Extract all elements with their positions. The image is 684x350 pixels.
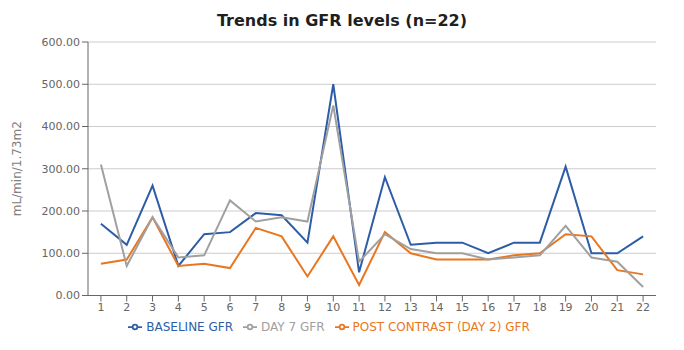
html-text:Trends in GFR levels (n=22): Trends in GFR levels (n=22) — [216, 11, 468, 30]
svg-text:22: 22 — [636, 301, 650, 314]
svg-text:15: 15 — [455, 301, 469, 314]
svg-text:21: 21 — [610, 301, 624, 314]
svg-text:13: 13 — [404, 301, 418, 314]
svg-text:11: 11 — [352, 301, 366, 314]
svg-text:4: 4 — [175, 301, 182, 314]
svg-text:5: 5 — [201, 301, 208, 314]
html-text:POST CONTRAST (DAY 2) GFR: POST CONTRAST (DAY 2) GFR — [352, 319, 530, 334]
svg-text:8: 8 — [278, 301, 285, 314]
svg-text:3: 3 — [149, 301, 156, 314]
svg-text:400.00: 400.00 — [42, 120, 81, 133]
svg-text:100.00: 100.00 — [42, 247, 81, 260]
html-text:BASELINE GFR: BASELINE GFR — [146, 319, 234, 334]
svg-text:mL/min/1.73m2: mL/min/1.73m2 — [10, 121, 24, 216]
svg-text:300.00: 300.00 — [42, 163, 81, 176]
html-text:DAY 7 GFR: DAY 7 GFR — [261, 319, 325, 334]
svg-text:9: 9 — [304, 301, 311, 314]
svg-text:200.00: 200.00 — [42, 205, 81, 218]
svg-text:0.00: 0.00 — [56, 289, 81, 302]
svg-text:20: 20 — [584, 301, 598, 314]
svg-text:14: 14 — [430, 301, 444, 314]
svg-text:18: 18 — [533, 301, 547, 314]
svg-text:500.00: 500.00 — [42, 78, 81, 91]
svg-text:7: 7 — [252, 301, 259, 314]
svg-text:17: 17 — [507, 301, 521, 314]
svg-text:16: 16 — [481, 301, 495, 314]
svg-text:600.00: 600.00 — [42, 36, 81, 49]
svg-text:12: 12 — [378, 301, 392, 314]
svg-text:1: 1 — [97, 301, 104, 314]
svg-text:10: 10 — [326, 301, 340, 314]
svg-text:2: 2 — [123, 301, 130, 314]
svg-text:19: 19 — [559, 301, 573, 314]
svg-text:6: 6 — [227, 301, 234, 314]
